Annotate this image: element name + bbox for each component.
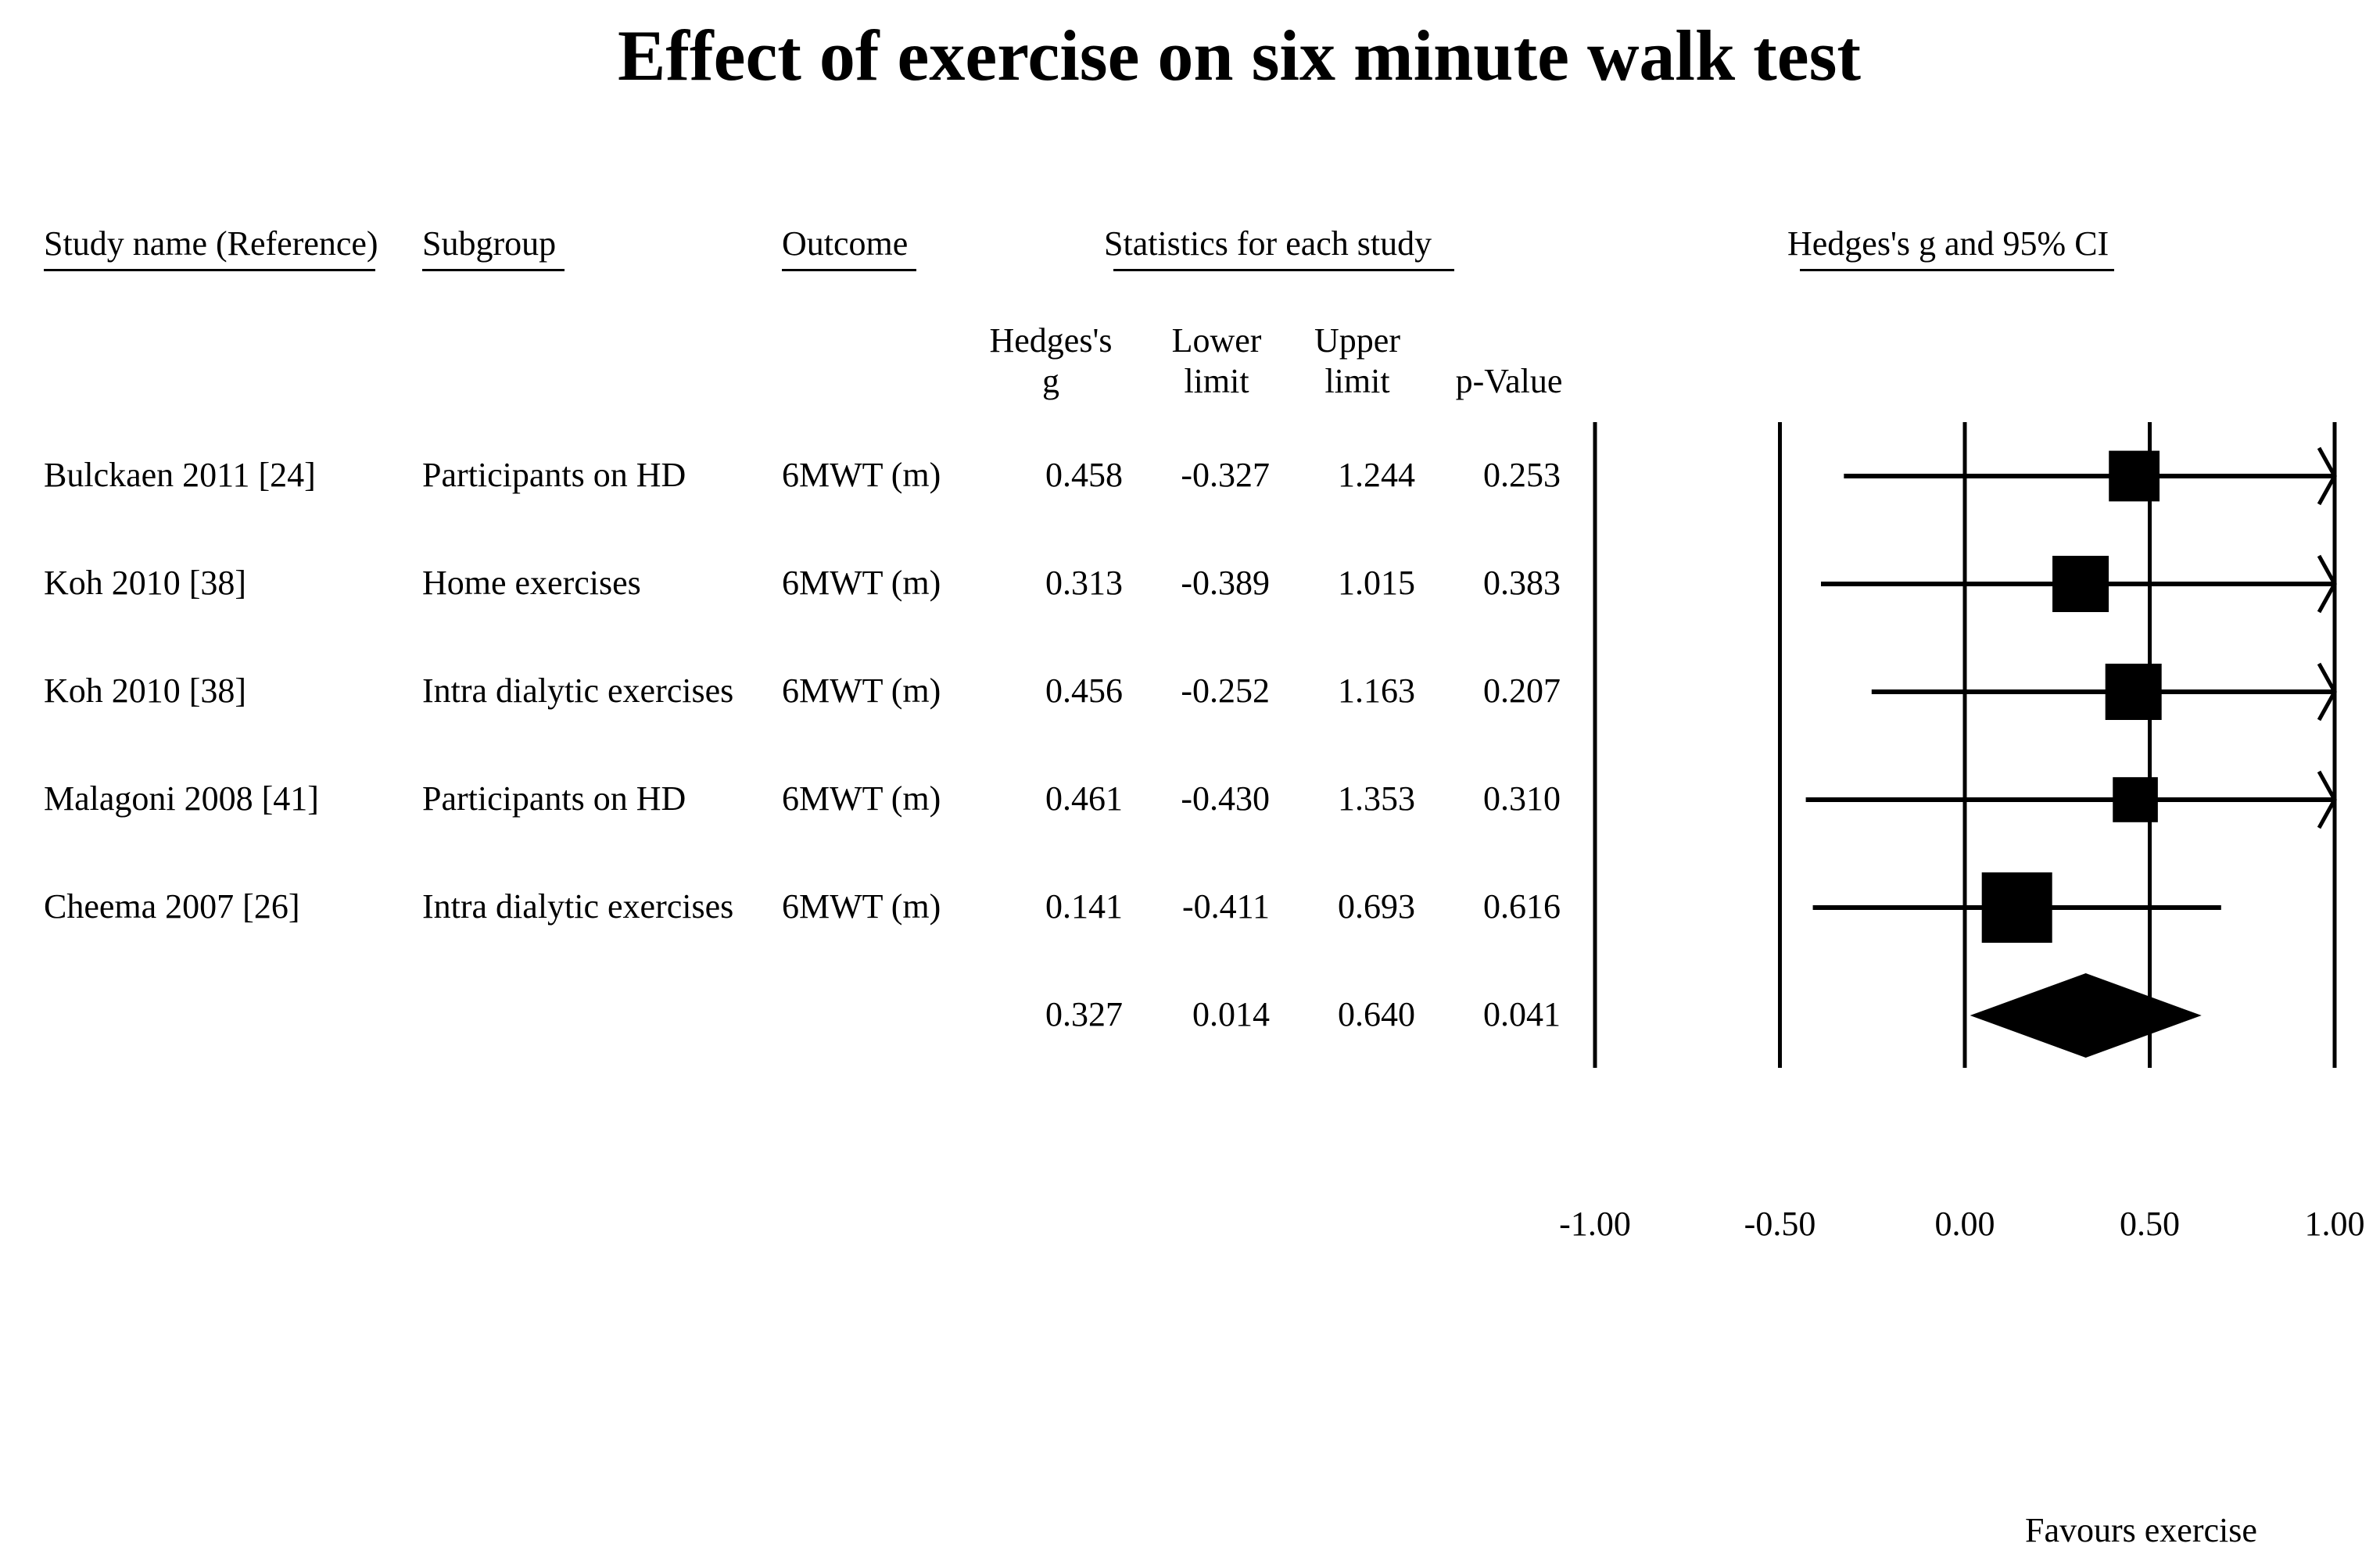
summary-diamond (1970, 973, 2202, 1058)
effect-square (2105, 664, 2162, 720)
row-subgroup: Participants on HD (422, 779, 686, 818)
row-outcome: 6MWT (m) (782, 564, 941, 602)
x-tick-label: 0.00 (1934, 1205, 1995, 1243)
row-p: 0.616 (1483, 887, 1561, 926)
row-study: Koh 2010 [38] (44, 671, 247, 710)
col-header-upper-line1: Upper (1314, 321, 1400, 360)
row-outcome: 6MWT (m) (782, 671, 941, 710)
col-header-g: Hedges's g (973, 321, 1129, 402)
summary-g: 0.327 (1045, 995, 1123, 1033)
row-p: 0.383 (1483, 564, 1561, 602)
row-subgroup: Intra dialytic exercises (422, 887, 734, 926)
summary-upper: 0.640 (1338, 995, 1415, 1033)
x-tick-label: 1.00 (2304, 1205, 2365, 1243)
row-study: Cheema 2007 [26] (44, 887, 300, 926)
row-p: 0.253 (1483, 456, 1561, 494)
row-p: 0.310 (1483, 779, 1561, 818)
summary-lower: 0.014 (1192, 995, 1270, 1033)
row-lower: -0.252 (1181, 671, 1270, 710)
row-p: 0.207 (1483, 671, 1561, 710)
header-outcome: Outcome (782, 224, 909, 263)
ci-arrow (2317, 446, 2337, 506)
header-stats: Statistics for each study (1104, 224, 1432, 263)
header-subgroup-underline (422, 269, 565, 271)
row-subgroup: Home exercises (422, 564, 641, 602)
col-header-g-line2: g (1042, 362, 1059, 400)
effect-square (2052, 556, 2109, 612)
row-outcome: 6MWT (m) (782, 456, 941, 494)
row-upper: 1.244 (1338, 456, 1415, 494)
row-subgroup: Participants on HD (422, 456, 686, 494)
col-header-p: p-Value (1455, 362, 1563, 400)
row-g: 0.141 (1045, 887, 1123, 926)
row-outcome: 6MWT (m) (782, 887, 941, 926)
row-study: Bulckaen 2011 [24] (44, 456, 316, 494)
ci-arrow (2317, 554, 2337, 614)
col-header-lower-line2: limit (1184, 362, 1249, 400)
header-study-underline (44, 269, 375, 271)
summary-p: 0.041 (1483, 995, 1561, 1033)
header-plot: Hedges's g and 95% CI (1787, 224, 2109, 263)
row-lower: -0.327 (1181, 456, 1270, 494)
row-upper: 1.353 (1338, 779, 1415, 818)
row-g: 0.456 (1045, 671, 1123, 710)
x-tick-label: -1.00 (1559, 1205, 1631, 1243)
row-lower: -0.389 (1181, 564, 1270, 602)
ci-arrow (2317, 770, 2337, 829)
favours-label: Favours exercise (2025, 1511, 2257, 1549)
row-lower: -0.430 (1181, 779, 1270, 818)
header-stats-underline (1113, 269, 1454, 271)
x-tick-label: -0.50 (1744, 1205, 1816, 1243)
row-g: 0.313 (1045, 564, 1123, 602)
header-study: Study name (Reference) (44, 224, 378, 263)
row-upper: 1.163 (1338, 671, 1415, 710)
col-header-upper: Upper limit (1279, 321, 1436, 402)
col-header-lower: Lower limit (1138, 321, 1295, 402)
col-header-lower-line1: Lower (1171, 321, 1262, 360)
ci-arrow (2317, 662, 2337, 722)
col-header-g-line1: Hedges's (989, 321, 1113, 360)
chart-title: Effect of exercise on six minute walk te… (617, 16, 1862, 95)
col-header-upper-line2: limit (1324, 362, 1390, 400)
header-plot-underline (1800, 269, 2114, 271)
header-subgroup: Subgroup (422, 224, 557, 263)
row-upper: 0.693 (1338, 887, 1415, 926)
row-g: 0.461 (1045, 779, 1123, 818)
row-subgroup: Intra dialytic exercises (422, 671, 734, 710)
effect-square (2113, 777, 2158, 822)
row-outcome: 6MWT (m) (782, 779, 941, 818)
row-study: Koh 2010 [38] (44, 564, 247, 602)
row-upper: 1.015 (1338, 564, 1415, 602)
row-lower: -0.411 (1181, 887, 1270, 926)
header-outcome-underline (782, 269, 916, 271)
row-g: 0.458 (1045, 456, 1123, 494)
effect-square (2109, 450, 2160, 502)
effect-square (1981, 872, 2052, 943)
x-tick-label: 0.50 (2120, 1205, 2180, 1243)
row-study: Malagoni 2008 [41] (44, 779, 319, 818)
